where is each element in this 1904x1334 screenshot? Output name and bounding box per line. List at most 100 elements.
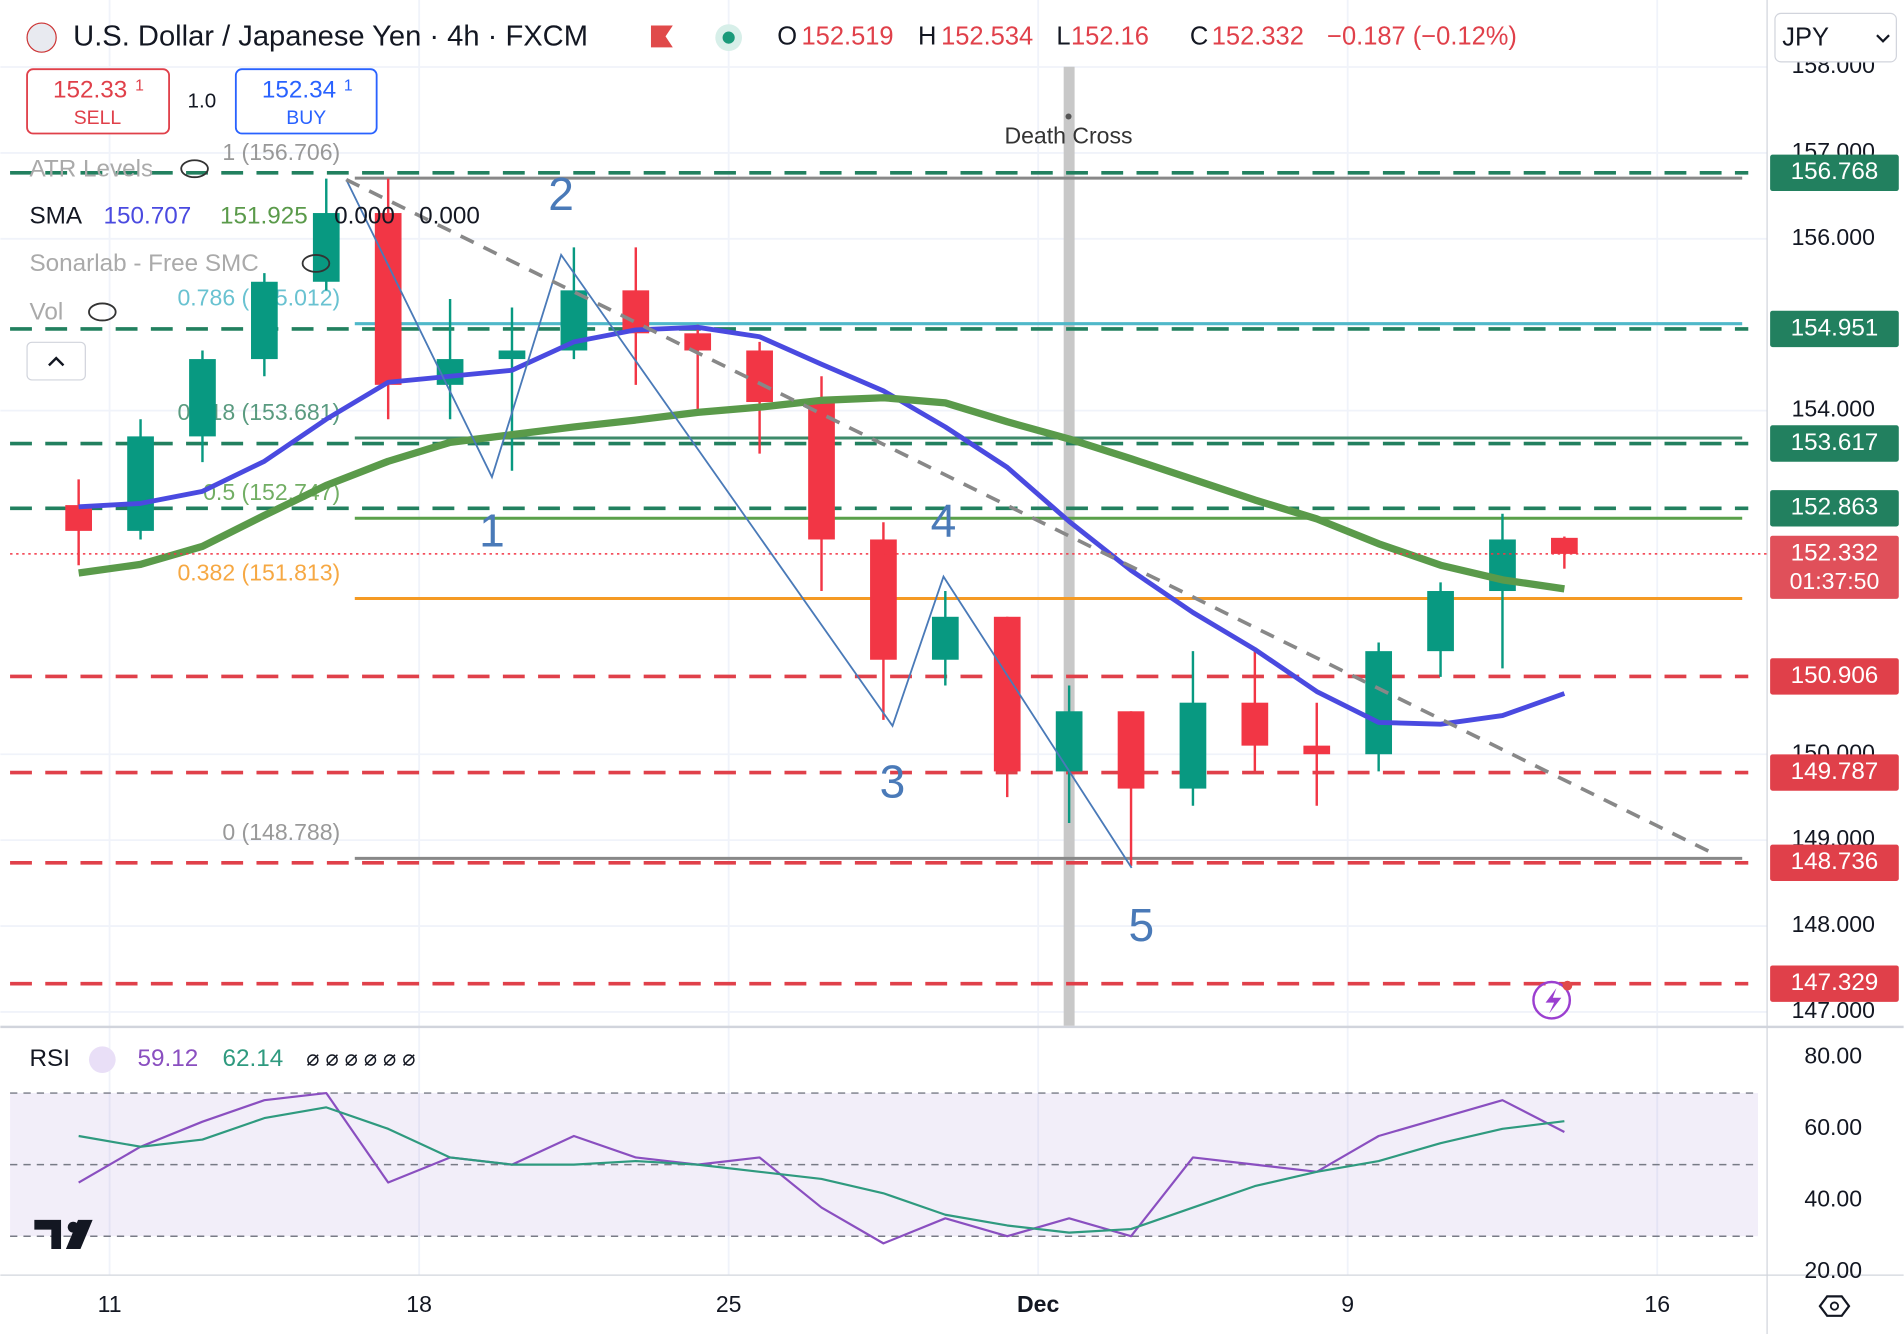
candle-body: [1241, 702, 1269, 746]
sell-price-sup: 1: [135, 77, 144, 94]
time-scale-border: [0, 1274, 1904, 1276]
rsi-line: [78, 1106, 1565, 1234]
price-label: 152.863: [1791, 494, 1879, 521]
wave-label: 3: [880, 756, 906, 808]
collapse-icon: [48, 356, 65, 367]
rsi-tick-label: 60.00: [1804, 1114, 1862, 1140]
sell-button[interactable]: [26, 68, 170, 135]
rsi-icon[interactable]: [88, 1046, 116, 1074]
candle-body: [1551, 537, 1578, 554]
candle-body: [251, 281, 278, 360]
price-label: 150.906: [1791, 662, 1879, 689]
wave-label: 2: [548, 168, 574, 220]
candle-body: [1117, 711, 1145, 789]
quantity[interactable]: 1.0: [188, 89, 217, 112]
flag-icon[interactable]: [650, 25, 673, 48]
indicator-smc[interactable]: Sonarlab - Free SMC: [29, 250, 258, 277]
notification-dot: [1562, 980, 1573, 991]
indicator-sma[interactable]: SMA: [29, 203, 82, 230]
candle-body: [1365, 651, 1393, 755]
rsi-na: ⌀ ⌀ ⌀ ⌀ ⌀ ⌀: [306, 1045, 415, 1070]
hidden-icon[interactable]: [301, 253, 331, 273]
death-cross-marker: [1063, 66, 1075, 1026]
wave-label: 1: [479, 504, 505, 556]
candle-body: [498, 350, 526, 360]
candle-body: [127, 436, 154, 531]
flash-icon[interactable]: [1532, 980, 1572, 1020]
sma-value: 151.925: [220, 203, 308, 230]
price-scale: 11 18 25 Dec 9 16147.000148.000149.000150.000…: [98, 52, 1899, 1317]
chevron: [1876, 34, 1890, 43]
ohlc-label: L: [1056, 22, 1070, 50]
buy-price-sup: 1: [344, 77, 353, 94]
candle-body: [312, 213, 340, 282]
buy-label: BUY: [286, 107, 326, 129]
ohlc-label: C: [1190, 22, 1208, 50]
hidden-icon[interactable]: [88, 302, 117, 322]
buy-price: 152.34: [262, 76, 336, 103]
indicator-vol[interactable]: Vol: [29, 299, 63, 326]
candle-body: [1303, 745, 1331, 755]
price-label: 149.787: [1791, 758, 1879, 785]
price-label-bg: [1770, 844, 1899, 882]
sma-line: [78, 394, 1565, 593]
pane-separator: [0, 1025, 1904, 1029]
rsi-pane: [10, 1091, 1758, 1245]
price-scale-border: [1766, 0, 1768, 1334]
x-tick-label: 25: [716, 1291, 742, 1317]
death-cross-label: Death Cross: [1004, 122, 1132, 148]
price-label-bg: [1770, 310, 1899, 348]
sell-price: 152.33: [53, 76, 127, 103]
flash-bolt: [1545, 988, 1562, 1014]
collapse-button[interactable]: [26, 341, 86, 381]
settings-icon[interactable]: [1818, 1295, 1851, 1317]
price-label: 154.951: [1791, 314, 1879, 341]
x-tick-label: 18: [406, 1291, 432, 1317]
candle-body: [746, 350, 773, 403]
ohlc-value: 152.16: [1071, 22, 1149, 50]
indicator-rsi[interactable]: RSI: [29, 1045, 69, 1072]
sma-value: 150.707: [104, 203, 192, 230]
price-label: 147.329: [1791, 969, 1879, 996]
ohlc-value: 152.519: [801, 22, 893, 50]
y-tick-label: 156.000: [1792, 224, 1875, 250]
y-tick-label: 148.000: [1792, 911, 1875, 937]
candle-body: [684, 333, 712, 351]
price-label-bg: [1770, 154, 1899, 192]
main-pane: 1 (156.706)0.786 (155.012)0.618 (153.681…: [10, 139, 1767, 986]
price-label-bg: [1770, 490, 1899, 527]
price-label-bg: [1770, 535, 1899, 599]
indicator-atr[interactable]: ATR Levels: [29, 155, 153, 182]
status-dot: [722, 31, 735, 44]
fib-label: 0.382 (151.813): [177, 559, 340, 585]
x-tick-label: 9: [1341, 1291, 1354, 1317]
fib-label: 0 (148.788): [222, 819, 340, 845]
candle-body: [1427, 591, 1454, 652]
wave-line: [345, 179, 1133, 869]
fib-label: 1 (156.706): [222, 139, 340, 165]
death-cross-dot: [1065, 113, 1072, 120]
price-label-bg: [1770, 658, 1899, 695]
x-tick-label: 11: [98, 1291, 122, 1317]
rsi-tick-label: 40.00: [1804, 1186, 1862, 1212]
symbol-flag: [26, 22, 57, 53]
tv-logo-dot: [67, 1221, 79, 1233]
ohlc-label: H: [918, 22, 936, 50]
rsi-value: 59.12: [138, 1045, 199, 1072]
hidden-icon[interactable]: [180, 159, 209, 179]
candle-body: [65, 505, 93, 531]
buy-button[interactable]: [234, 68, 378, 135]
price-label: 153.617: [1791, 429, 1879, 456]
rsi-tick-label: 20.00: [1804, 1257, 1862, 1283]
candle-body: [374, 213, 402, 385]
wave-label: 5: [1129, 899, 1155, 951]
candle-body: [931, 616, 959, 660]
price-label-bg: [1770, 965, 1899, 1002]
currency-label: JPY: [1782, 24, 1829, 52]
current-price-label: 152.332: [1791, 539, 1879, 566]
price-label: 156.768: [1791, 158, 1879, 185]
symbol-title[interactable]: U.S. Dollar / Japanese Yen · 4h · FXCM: [73, 20, 588, 52]
x-tick-label: 16: [1644, 1291, 1670, 1317]
currency-dropdown[interactable]: [1774, 12, 1897, 63]
